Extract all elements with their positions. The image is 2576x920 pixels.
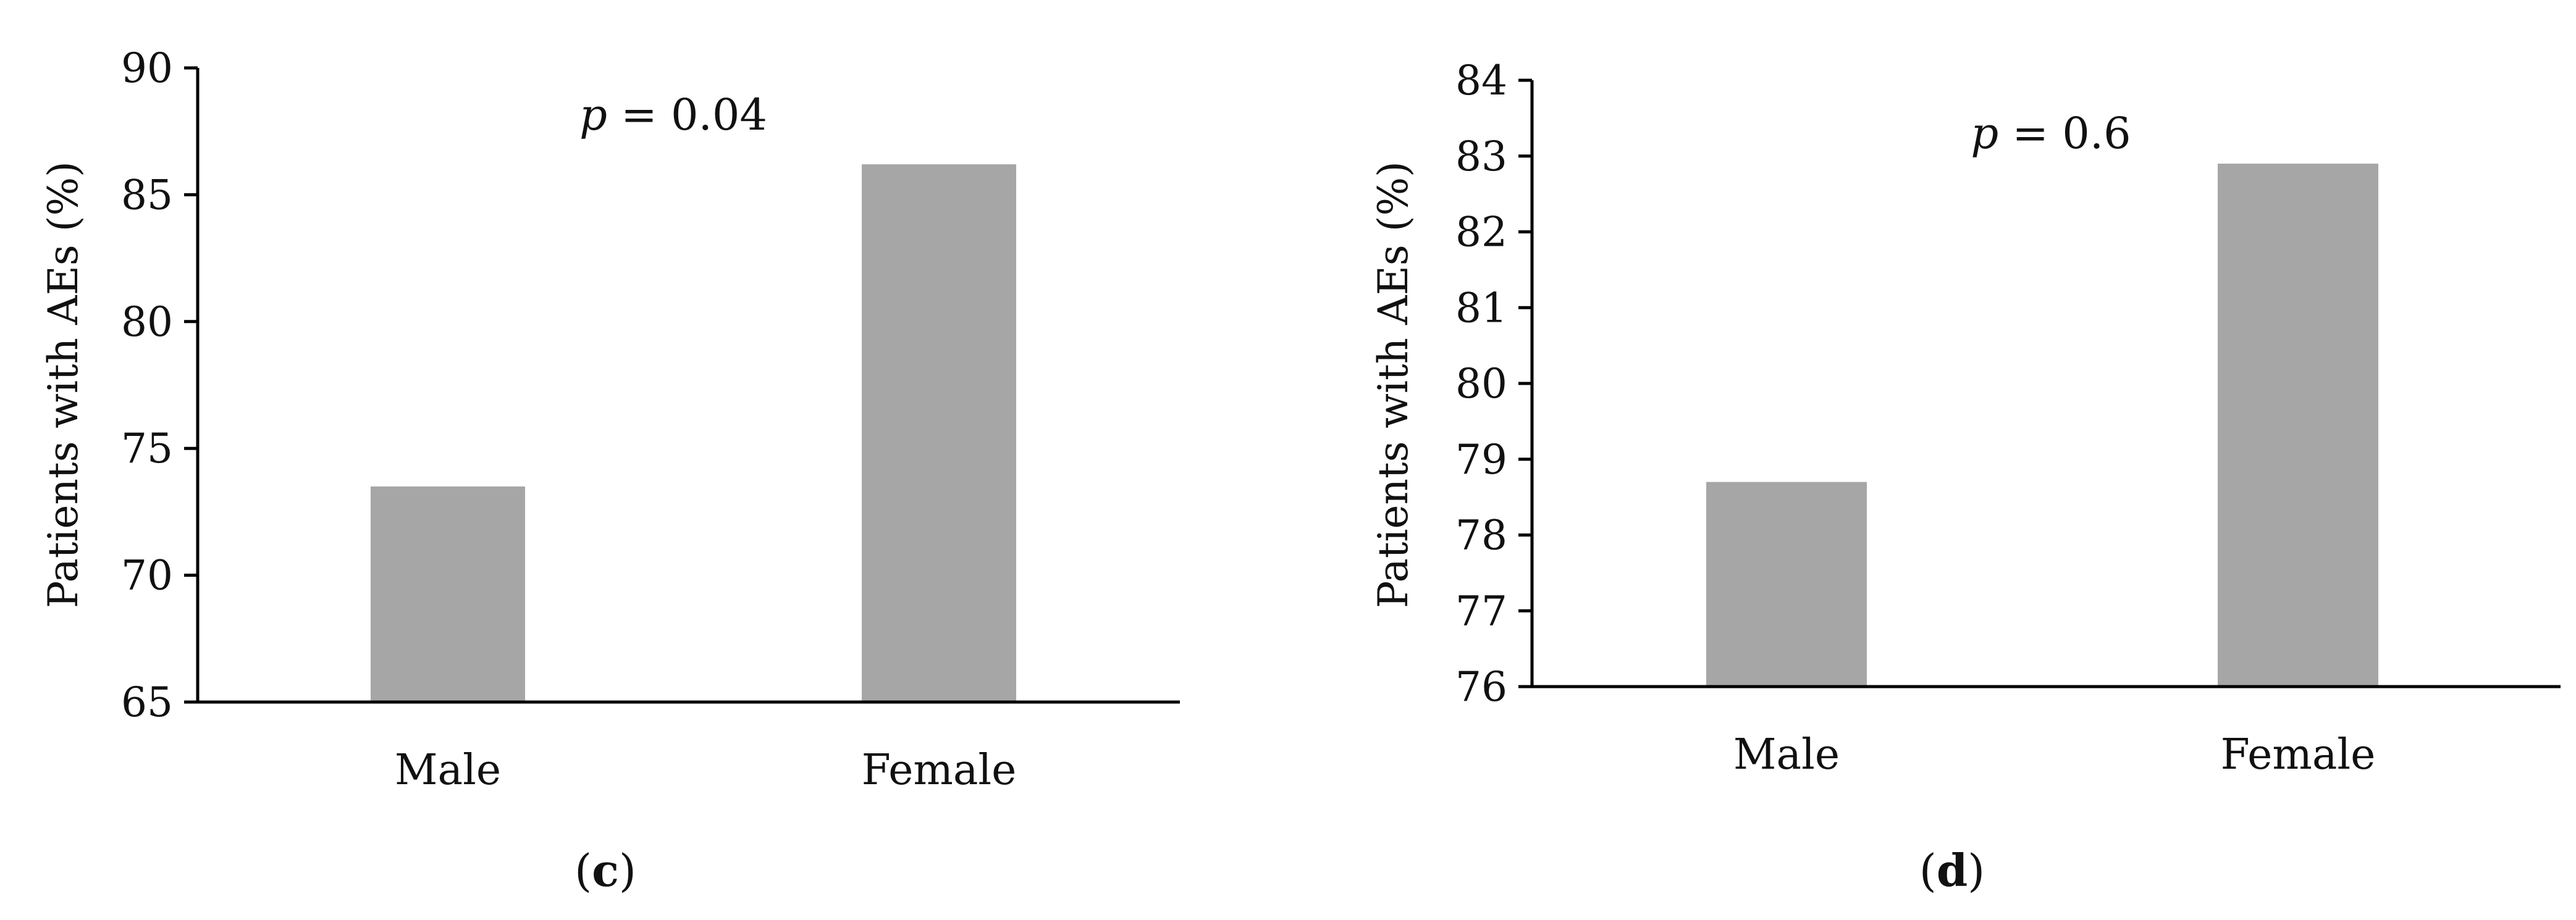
- panel-label: (c): [575, 844, 636, 897]
- bar-male: [1706, 482, 1867, 687]
- y-tick-label: 77: [1455, 587, 1507, 635]
- x-category-label: Female: [2221, 730, 2376, 779]
- y-tick-label: 78: [1455, 512, 1507, 559]
- y-tick-label: 75: [121, 425, 173, 472]
- y-tick-label: 65: [121, 679, 173, 726]
- y-axis-title: Patients with AEs (%): [40, 161, 87, 608]
- p-value-annotation: p = 0.6: [1971, 108, 2131, 159]
- chart-panel-d: 76 77 78 79 80 81 82 83 84 Male Female Patients wit…: [1370, 57, 2561, 897]
- x-category-label: Male: [395, 746, 501, 795]
- chart-panel-c: 65 70 75 80 85 90 Male Female Patients with AEs …: [40, 44, 1180, 897]
- y-tick-label: 80: [1455, 360, 1507, 408]
- y-tick-label: 80: [121, 298, 173, 346]
- y-tick-label: 70: [121, 552, 173, 600]
- x-category-label: Female: [862, 746, 1017, 795]
- y-tick-label: 85: [121, 171, 173, 219]
- y-tick-label: 76: [1455, 663, 1507, 711]
- y-tick-label: 81: [1455, 284, 1507, 332]
- panel-label: (d): [1919, 844, 1985, 897]
- y-tick-label: 90: [121, 44, 173, 92]
- y-tick-label: 83: [1455, 133, 1507, 180]
- x-category-label: Male: [1733, 730, 1840, 779]
- y-tick-label: 79: [1455, 436, 1507, 483]
- y-axis-title: Patients with AEs (%): [1370, 161, 1417, 608]
- bar-male: [371, 486, 525, 702]
- bar-female: [2218, 164, 2378, 687]
- y-tick-label: 84: [1455, 57, 1507, 104]
- y-tick-label: 82: [1455, 209, 1507, 256]
- p-value-annotation: p = 0.04: [579, 90, 767, 140]
- bar-female: [862, 164, 1016, 702]
